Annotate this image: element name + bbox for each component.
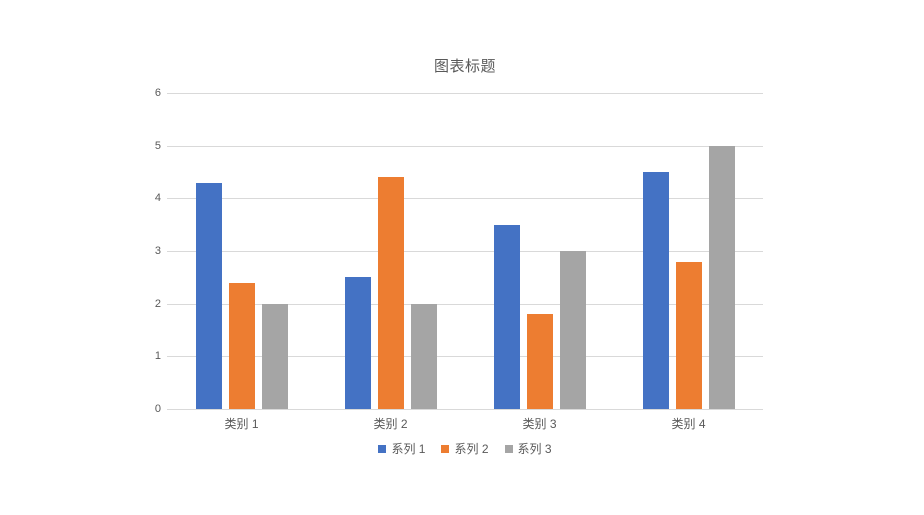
category-label: 类别 4 xyxy=(671,417,706,431)
gridline xyxy=(167,303,763,305)
bar-series2-cat2[interactable] xyxy=(377,177,404,409)
plot-area: 0 1 2 3 4 5 6 类别 1 类别 2 类别 3 类别 4 xyxy=(155,87,763,431)
legend-label: 系列 1 xyxy=(391,442,426,456)
bar-series3-cat4[interactable] xyxy=(708,145,735,409)
gridline xyxy=(167,251,763,252)
legend-item-series2[interactable]: 系列 2 xyxy=(441,440,489,457)
chart-legend: 系列 1 系列 2 系列 3 xyxy=(167,440,763,457)
legend-square-icon xyxy=(441,444,450,453)
y-tick-label: 3 xyxy=(154,245,161,257)
bar-series1-cat4[interactable] xyxy=(642,172,669,409)
y-tick-label: 5 xyxy=(154,139,161,152)
bar-series2-cat3[interactable] xyxy=(526,314,553,409)
legend-item-series3[interactable]: 系列 3 xyxy=(504,440,552,457)
bar-series3-cat2[interactable] xyxy=(410,303,437,409)
category-label: 类别 1 xyxy=(224,417,259,431)
category-label: 类别 3 xyxy=(522,417,557,431)
legend-square-icon xyxy=(504,444,513,453)
x-axis-line xyxy=(167,409,763,410)
bar-series3-cat1[interactable] xyxy=(261,303,288,409)
bar-series1-cat2[interactable] xyxy=(344,277,371,409)
category-label: 类别 2 xyxy=(373,417,408,431)
bar-series2-cat4[interactable] xyxy=(675,261,702,409)
bar-series2-cat1[interactable] xyxy=(228,282,255,409)
y-tick-label: 4 xyxy=(154,192,161,205)
bar-series1-cat1[interactable] xyxy=(195,182,222,409)
gridline xyxy=(167,145,763,147)
legend-square-icon xyxy=(378,444,387,453)
y-tick-label: 0 xyxy=(154,403,161,415)
y-tick-label: 6 xyxy=(154,87,161,99)
y-tick-label: 1 xyxy=(154,350,161,363)
gridline xyxy=(167,198,763,200)
y-tick-label: 2 xyxy=(154,297,161,310)
legend-label: 系列 3 xyxy=(517,442,552,456)
gridline xyxy=(167,356,763,358)
bar-series3-cat3[interactable] xyxy=(559,251,586,409)
chart-title: 图表标题 xyxy=(433,58,496,75)
legend-label: 系列 2 xyxy=(454,442,489,456)
bar-series1-cat3[interactable] xyxy=(493,224,520,409)
gridline xyxy=(167,93,763,94)
legend-item-series1[interactable]: 系列 1 xyxy=(378,440,425,457)
